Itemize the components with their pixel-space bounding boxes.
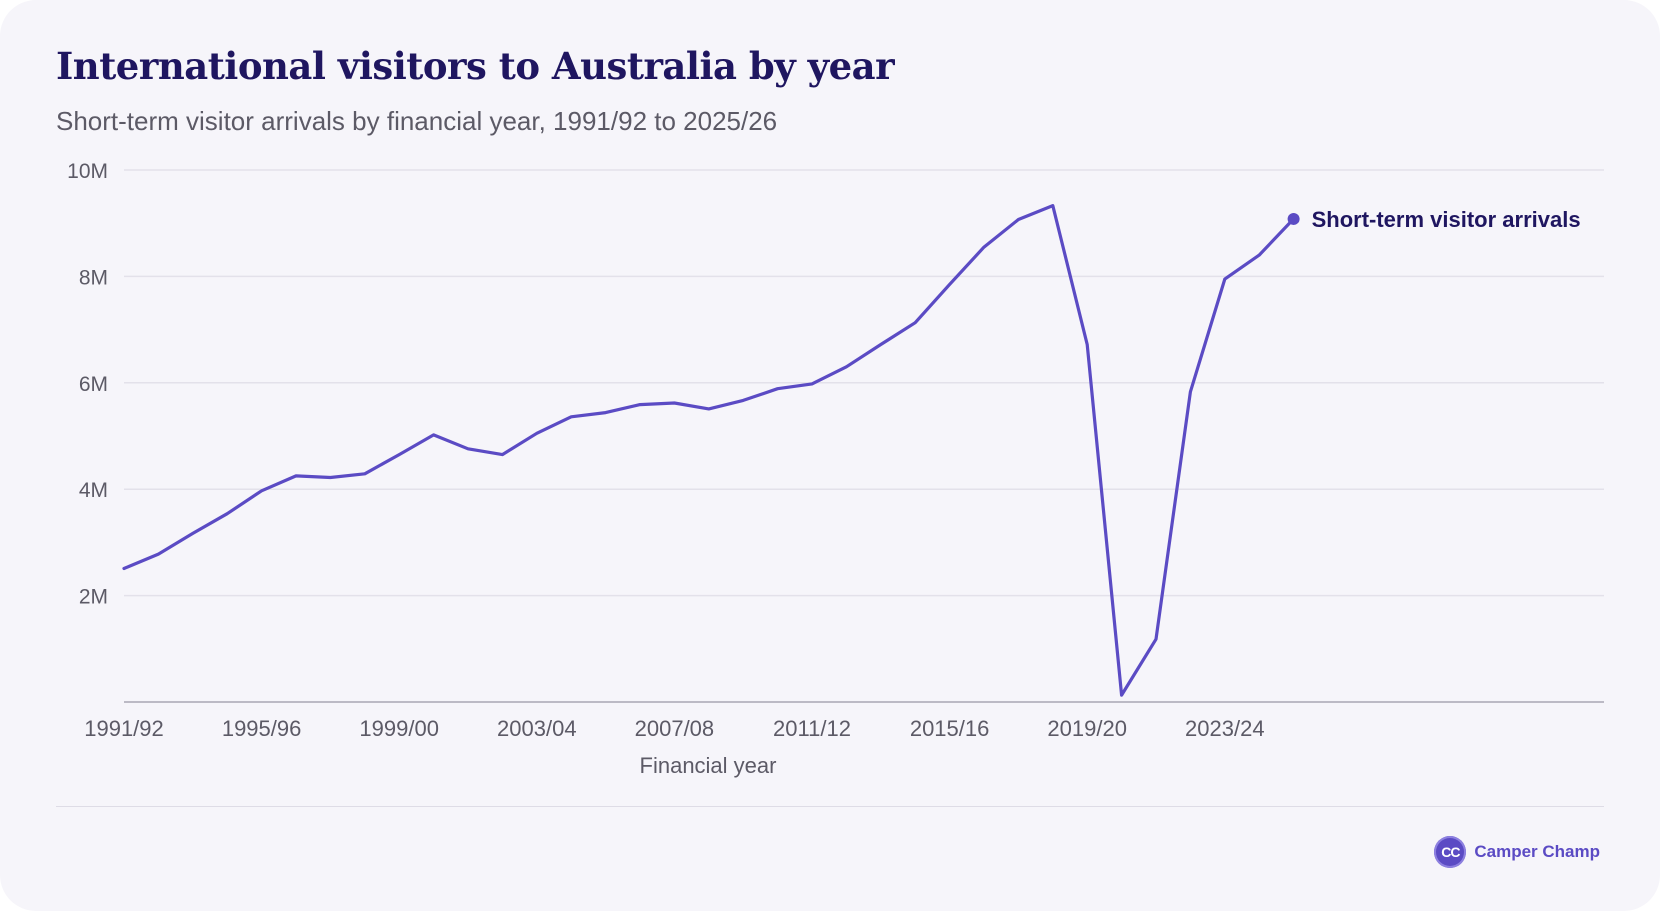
x-tick-label: 2023/24 <box>1185 716 1265 741</box>
x-tick-label: 1991/92 <box>84 716 164 741</box>
gridlines <box>124 169 1604 597</box>
x-tick-label: 2003/04 <box>497 716 577 741</box>
chart-subtitle: Short-term visitor arrivals by financial… <box>56 106 778 136</box>
x-axis-title: Financial year <box>640 753 777 778</box>
footer-divider <box>56 806 1604 807</box>
x-axis-ticks: 1991/92 1995/96 1999/00 2003/04 2007/08 2011/… <box>84 716 1264 741</box>
y-tick-label: 4M <box>79 479 108 502</box>
series-label: Short-term visitor arrivals <box>1312 207 1581 232</box>
x-tick-label: 1995/96 <box>222 716 302 741</box>
x-tick-label: 2011/12 <box>773 716 851 741</box>
series-end-point <box>1287 212 1300 225</box>
brand-name: Camper Champ <box>1474 842 1600 861</box>
y-tick-label: 8M <box>79 266 108 289</box>
y-tick-label: 10M <box>67 160 108 183</box>
x-tick-label: 1999/00 <box>359 716 439 741</box>
y-tick-label: 2M <box>79 586 108 609</box>
chart-title: International visitors to Australia by y… <box>56 44 895 88</box>
x-tick-label: 2019/20 <box>1047 716 1127 741</box>
x-tick-label: 2015/16 <box>910 716 990 741</box>
brand-logo-group: CC Camper Champ <box>1434 836 1600 868</box>
series-line-short-term-visitor-arrivals <box>122 204 1296 697</box>
x-tick-label: 2007/08 <box>635 716 715 741</box>
y-tick-label: 6M <box>79 373 108 396</box>
y-axis-ticks: 2M 4M 6M 8M 10M <box>67 160 108 609</box>
camper-champ-logo-icon: CC <box>1434 836 1467 868</box>
